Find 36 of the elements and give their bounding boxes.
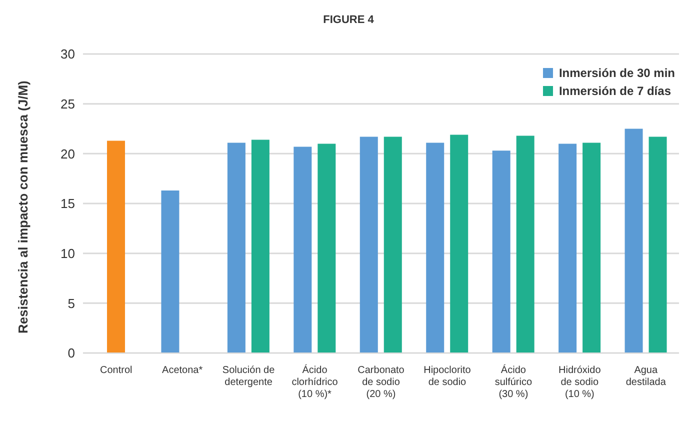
y-tick-label: 15 <box>60 196 75 212</box>
bar <box>107 140 125 353</box>
x-tick-label: Control <box>100 365 132 376</box>
bar <box>161 190 180 353</box>
y-axis-title: Resistencia al impacto con muesca (J/M) <box>16 80 31 334</box>
bar <box>558 144 577 353</box>
x-tick-label: Solución de detergente <box>222 365 276 388</box>
x-tick-label: Acetona* <box>162 365 203 376</box>
bar <box>624 128 643 353</box>
legend-label: Inmersión de 7 días <box>558 84 671 98</box>
x-tick-label: Hidróxido de sodio (10 %) <box>558 365 602 400</box>
y-tick-label: 5 <box>68 296 75 311</box>
x-tick-label: Carbonato de sodio (20 %) <box>358 365 405 400</box>
bar <box>450 134 468 353</box>
bar <box>648 136 667 353</box>
bar <box>318 144 336 353</box>
bar <box>582 142 601 353</box>
x-tick-label: Ácido clorhídrico (10 %)* <box>292 364 338 400</box>
chart-title: FIGURE 4 <box>322 13 375 28</box>
y-tick-label: 30 <box>60 46 75 62</box>
x-tick-label: Agua destilada <box>626 365 666 388</box>
legend-label: Inmersión de 30 min <box>558 66 675 80</box>
bar <box>360 136 378 353</box>
y-tick-label: 10 <box>60 246 75 261</box>
bar <box>426 142 444 353</box>
bar <box>294 146 312 353</box>
x-tick-label: Ácido sulfúrico (30 %) <box>494 364 532 400</box>
x-tick-label: Hipoclorito de sodio <box>424 365 472 388</box>
bar <box>492 150 510 353</box>
bar <box>384 136 402 353</box>
bar <box>516 136 534 353</box>
bar <box>227 142 246 353</box>
y-tick-label: 20 <box>60 146 75 162</box>
y-tick-label: 0 <box>68 346 75 361</box>
bar <box>251 140 270 353</box>
y-tick-label: 25 <box>60 96 75 112</box>
